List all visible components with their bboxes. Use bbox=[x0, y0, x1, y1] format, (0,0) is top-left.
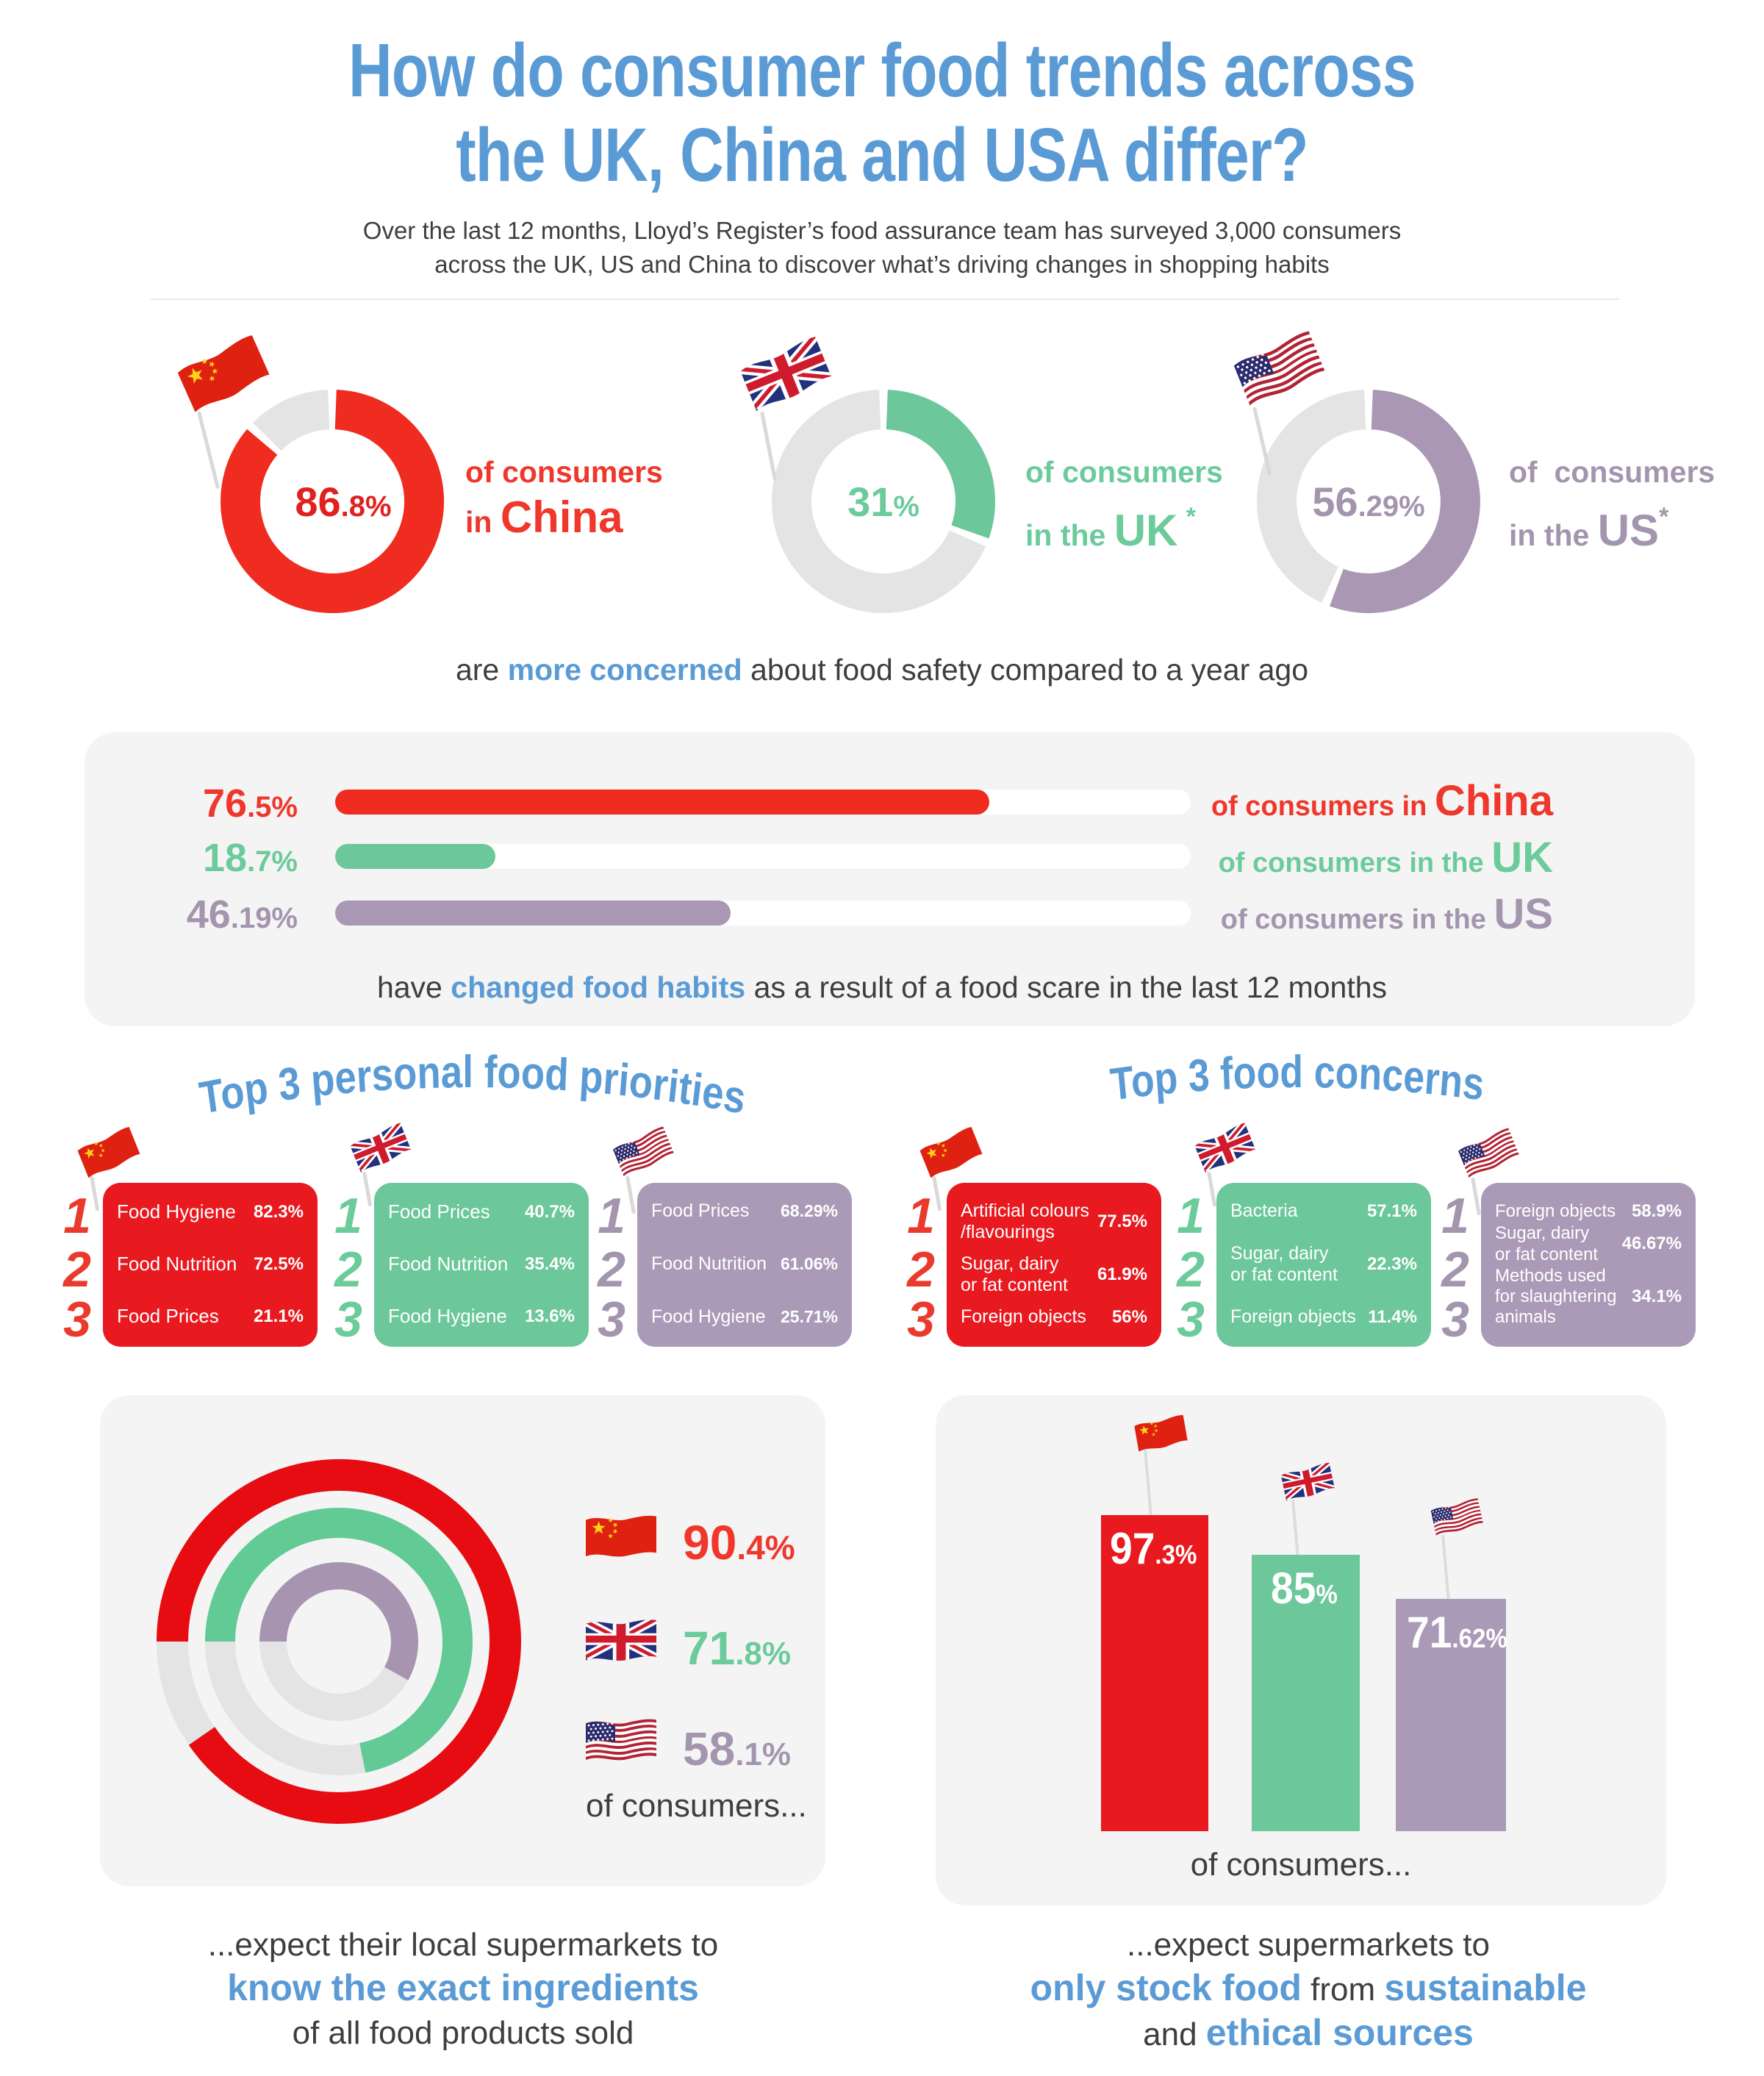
svg-text:Top 3 personal food priorities: Top 3 personal food priorities bbox=[196, 1047, 748, 1124]
svg-text:Top 3 food concerns: Top 3 food concerns bbox=[1108, 1047, 1486, 1111]
